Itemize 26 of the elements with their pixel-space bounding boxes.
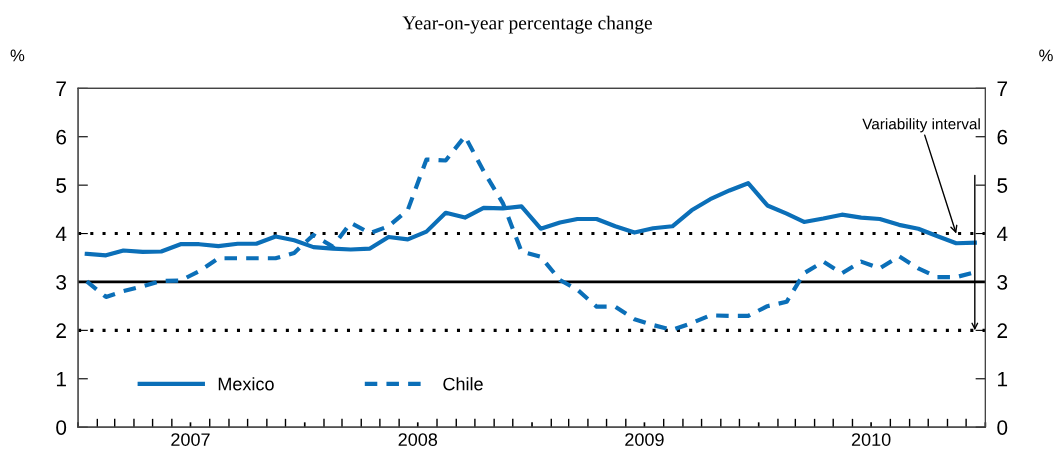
- y2-tick-label: 1: [998, 371, 1008, 387]
- y-tick-label: 0: [56, 420, 67, 435]
- y-tick-label: 7: [56, 81, 66, 96]
- x-tick-label: 2009: [625, 433, 664, 446]
- chart-subtitle: Year-on-year percentage change: [402, 15, 652, 34]
- y-tick-label: 1: [56, 371, 66, 387]
- y2-tick-label: 4: [996, 226, 1008, 242]
- x-tick-label: 2007: [171, 433, 210, 446]
- annotation: Variability interval: [862, 118, 980, 133]
- y-tick-label: 5: [56, 178, 67, 193]
- y2-axis-title: %: [1039, 49, 1053, 62]
- x-tick-label: 2010: [851, 433, 891, 446]
- y-axis-title: %: [10, 49, 25, 62]
- y2-tick-label: 0: [997, 420, 1008, 435]
- legend-label: Chile: [443, 377, 483, 391]
- y2-tick-label: 3: [997, 274, 1008, 290]
- y-tick-label: 3: [56, 274, 67, 290]
- y2-tick-label: 2: [997, 323, 1008, 338]
- y-tick-label: 2: [56, 323, 66, 338]
- x-tick-label: 2008: [398, 433, 438, 446]
- y2-tick-label: 5: [997, 178, 1008, 193]
- y-tick-label: 6: [56, 129, 67, 145]
- y2-tick-label: 6: [997, 129, 1008, 145]
- y-tick-label: 4: [55, 226, 67, 242]
- y2-tick-label: 7: [997, 81, 1008, 96]
- legend-label: Mexico: [218, 377, 274, 391]
